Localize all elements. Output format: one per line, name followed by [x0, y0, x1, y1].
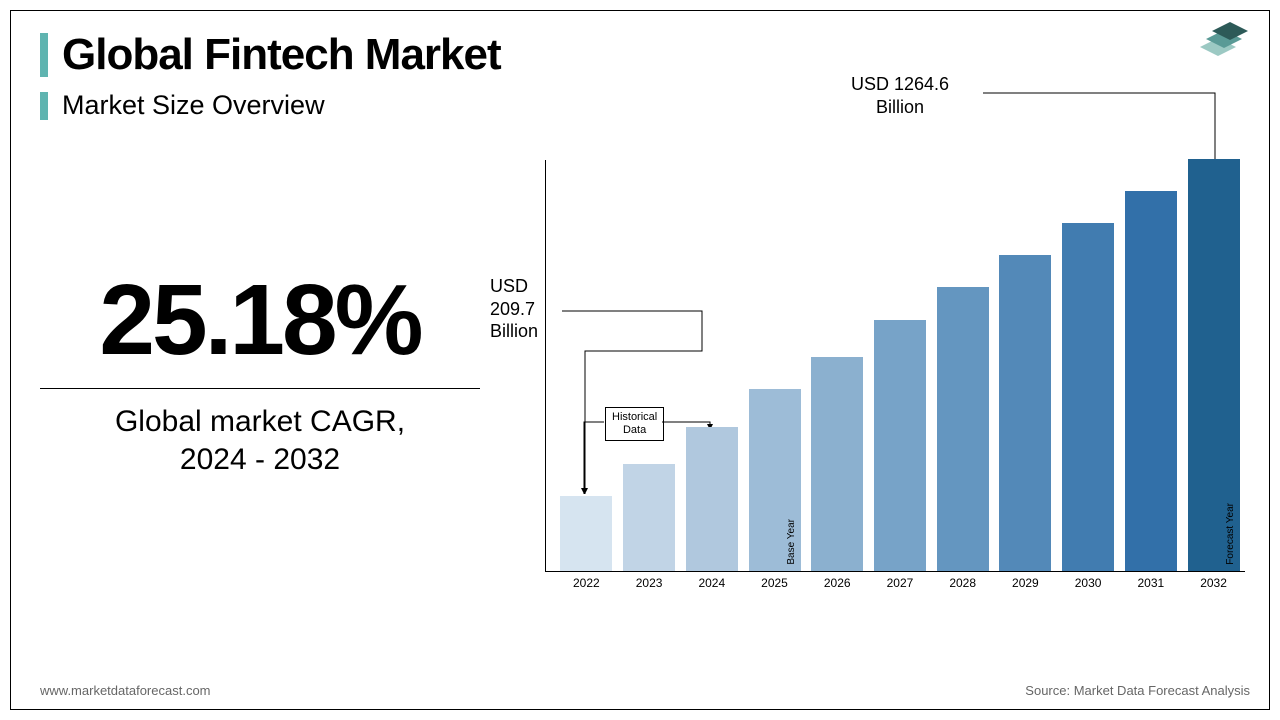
- bar-col-2032: Forecast Year: [1188, 159, 1240, 571]
- xlabel-2031: 2031: [1125, 576, 1177, 600]
- cagr-divider: [40, 388, 480, 389]
- bar-2029: [999, 255, 1051, 571]
- xlabel-2032: 2032: [1188, 576, 1240, 600]
- bar-inside-label-2032: Forecast Year: [1225, 503, 1236, 565]
- title-accent: [40, 33, 48, 77]
- cagr-label: Global market CAGR, 2024 - 2032: [40, 403, 480, 478]
- bar-2024: [686, 427, 738, 571]
- xlabel-2024: 2024: [686, 576, 738, 600]
- bar-2022: [560, 496, 612, 571]
- bar-2031: [1125, 191, 1177, 571]
- y-axis: [545, 160, 546, 572]
- bar-col-2026: [811, 357, 863, 571]
- bars-container: Base Year Forecast Year: [555, 160, 1245, 571]
- bar-col-2031: [1125, 191, 1177, 571]
- bar-2023: [623, 464, 675, 571]
- callout-first-line2: 209.7: [490, 299, 535, 319]
- bar-col-2023: [623, 464, 675, 571]
- xlabel-2023: 2023: [623, 576, 675, 600]
- x-axis: [545, 571, 1245, 572]
- page-title: Global Fintech Market: [62, 30, 501, 80]
- xlabel-2025: 2025: [749, 576, 801, 600]
- bar-2028: [937, 287, 989, 571]
- xlabel-2022: 2022: [560, 576, 612, 600]
- title-block: Global Fintech Market Market Size Overvi…: [40, 30, 501, 121]
- xlabel-2028: 2028: [937, 576, 989, 600]
- bar-chart: Base YearForecast Year 20222023202420252…: [545, 160, 1245, 600]
- bar-2030: [1062, 223, 1114, 571]
- x-labels: 2022 2023 2024 2025 2026 2027 2028 2029 2030 2031…: [555, 576, 1245, 600]
- cagr-label-line1: Global market CAGR,: [115, 405, 405, 438]
- footer-url: www.marketdataforecast.com: [40, 683, 211, 698]
- xlabel-2026: 2026: [811, 576, 863, 600]
- xlabel-2030: 2030: [1062, 576, 1114, 600]
- bar-inside-label-2025: Base Year: [786, 519, 797, 565]
- footer-source: Source: Market Data Forecast Analysis: [1025, 683, 1250, 698]
- cagr-value: 25.18%: [40, 270, 480, 370]
- bar-col-2030: [1062, 223, 1114, 571]
- cagr-label-line2: 2024 - 2032: [180, 443, 340, 476]
- logo-icon: [1194, 22, 1250, 75]
- bar-col-2029: [999, 255, 1051, 571]
- subtitle-accent: [40, 92, 48, 120]
- bar-col-2022: [560, 496, 612, 571]
- cagr-panel: 25.18% Global market CAGR, 2024 - 2032: [40, 270, 480, 478]
- bar-col-2025: Base Year: [749, 389, 801, 571]
- bar-2026: [811, 357, 863, 571]
- bar-col-2024: [686, 427, 738, 571]
- xlabel-2027: 2027: [874, 576, 926, 600]
- callout-last-year: USD 1264.6 Billion: [820, 73, 980, 118]
- bar-col-2027: [874, 320, 926, 571]
- callout-last-line1: USD 1264.6: [851, 74, 949, 94]
- callout-first-line3: Billion: [490, 321, 538, 341]
- bar-col-2028: [937, 287, 989, 571]
- page-subtitle: Market Size Overview: [62, 90, 325, 121]
- bar-2027: [874, 320, 926, 571]
- callout-last-line2: Billion: [876, 97, 924, 117]
- xlabel-2029: 2029: [999, 576, 1051, 600]
- callout-first-line1: USD: [490, 276, 528, 296]
